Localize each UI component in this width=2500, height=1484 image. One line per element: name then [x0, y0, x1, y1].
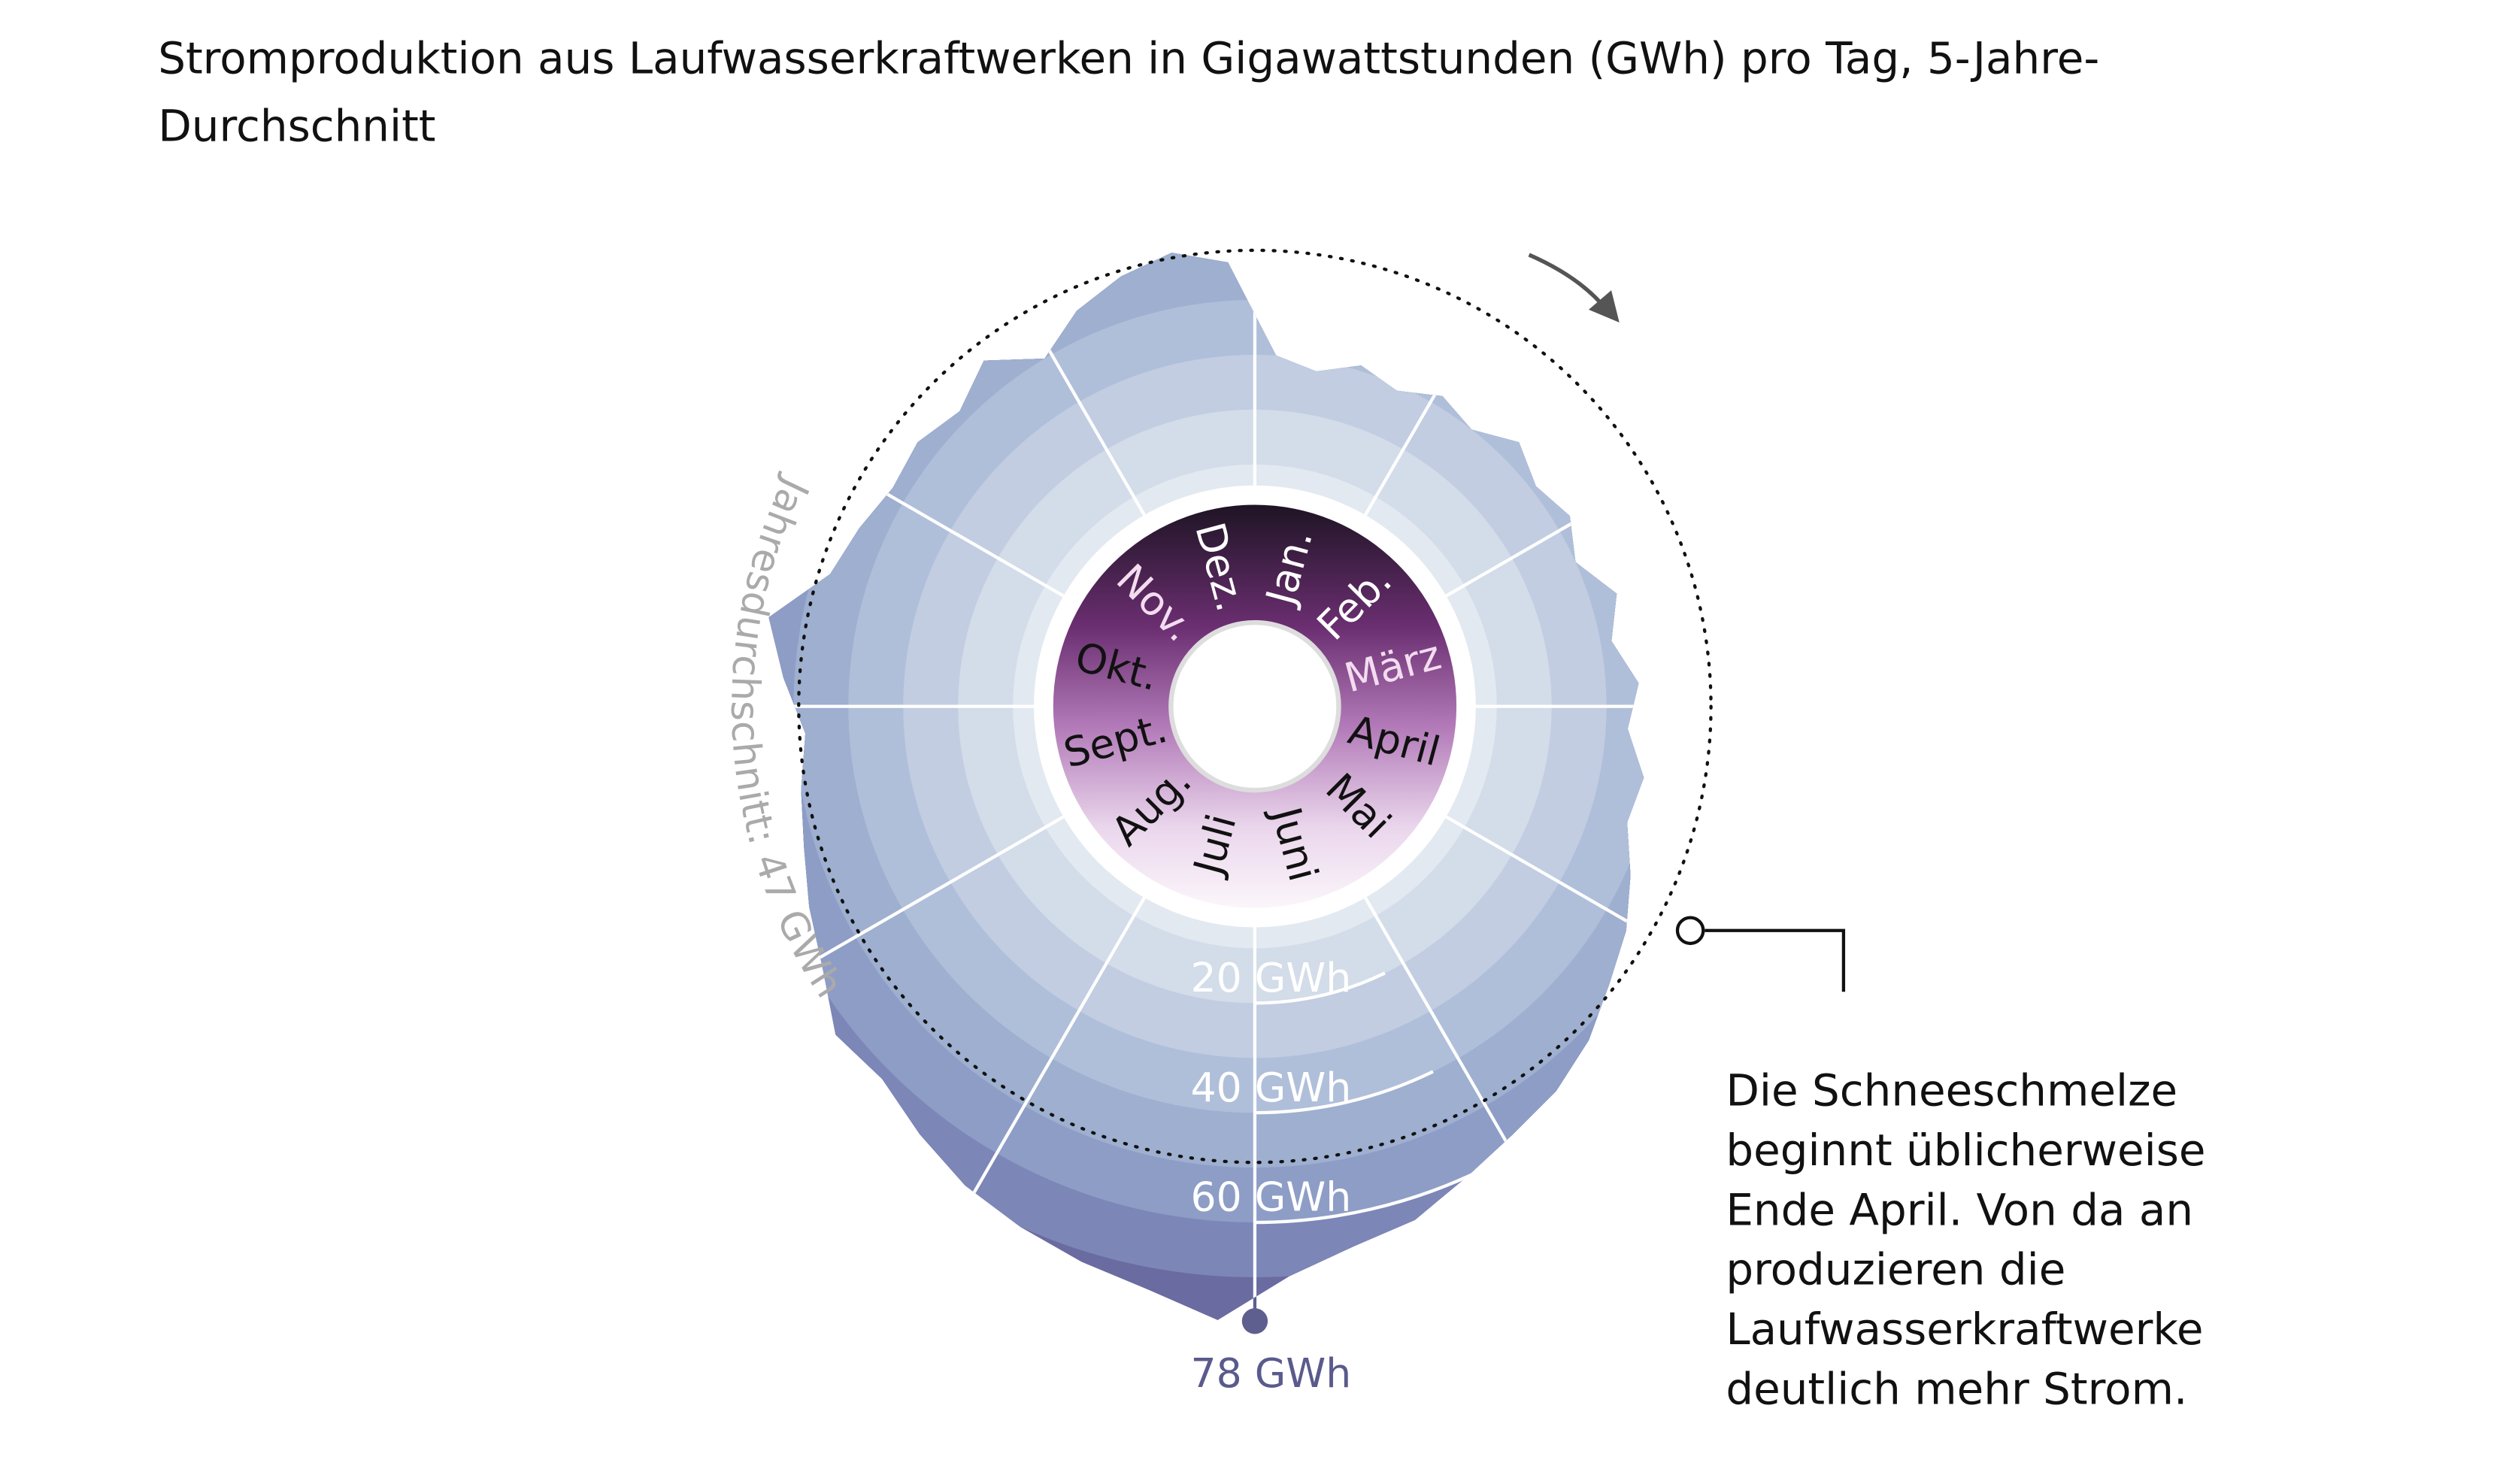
center-hole	[1168, 619, 1341, 793]
annotation-line: Ende April. Von da an	[1726, 1184, 2193, 1235]
callout-line	[1705, 928, 1846, 992]
annotation-line: Laufwasserkraftwerke	[1726, 1304, 2203, 1355]
chart-title: Durchschnitt	[158, 101, 435, 152]
plot: 78 GWhJan.Feb.MärzAprilMaiJuniJuliAug.Se…	[722, 248, 2206, 1414]
chart-title: Stromproduktion aus Laufwasserkraftwerke…	[158, 33, 2099, 84]
month-spoke	[768, 815, 1065, 1037]
mean-circle	[797, 248, 1713, 1164]
tick-label: 40 GWh	[1190, 1064, 1351, 1111]
max-dot	[1241, 1308, 1268, 1334]
annotation-line: deutlich mehr Strom.	[1726, 1363, 2187, 1414]
annotation-line: Die Schneeschmelze	[1726, 1065, 2177, 1116]
tick-arc	[1254, 1070, 1434, 1115]
tick-arc	[1254, 1168, 1482, 1225]
max-label: 78 GWh	[1190, 1349, 1351, 1397]
tick-label: 60 GWh	[1190, 1174, 1351, 1221]
annotation-line: beginnt üblicherweise	[1726, 1125, 2205, 1176]
direction-arrow-head	[1588, 290, 1620, 323]
tick-label: 20 GWh	[1190, 954, 1351, 1001]
callout-marker	[1675, 916, 1705, 946]
annotation-line: produzieren die	[1726, 1244, 2065, 1295]
direction-arrow	[1528, 253, 1608, 311]
tick-arc	[1254, 971, 1386, 1005]
